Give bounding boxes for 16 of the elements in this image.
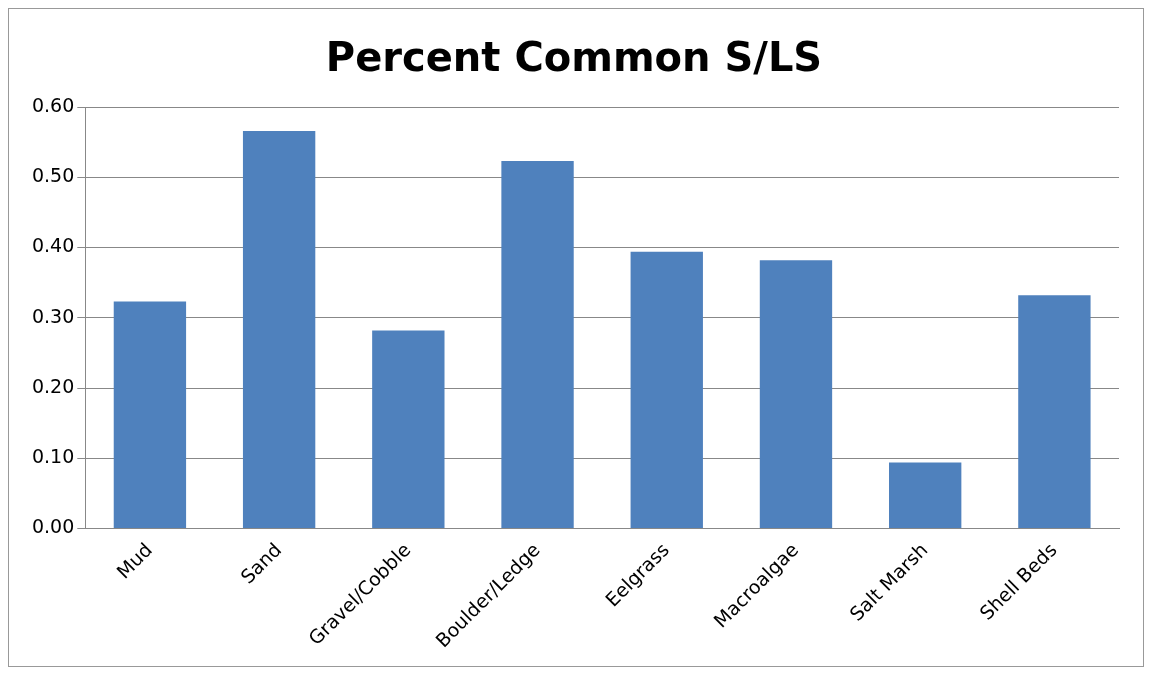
y-tick-label: 0.20: [31, 374, 75, 397]
y-tick-label: 0.40: [31, 234, 75, 257]
bar: [242, 130, 316, 529]
bar: [113, 301, 187, 529]
y-tick-label: 0.50: [31, 164, 75, 187]
bar: [889, 462, 962, 529]
bar: [759, 260, 833, 529]
y-tick-label: 0.30: [31, 304, 75, 327]
bar: [630, 251, 703, 529]
bar: [372, 330, 445, 529]
bar: [1018, 295, 1091, 529]
y-tick-label: 0.00: [31, 515, 75, 538]
y-tick-label: 0.10: [31, 445, 75, 468]
chart-title: Percent Common S/LS: [325, 34, 823, 81]
y-tick-label: 0.60: [31, 93, 75, 116]
bar: [501, 161, 574, 529]
